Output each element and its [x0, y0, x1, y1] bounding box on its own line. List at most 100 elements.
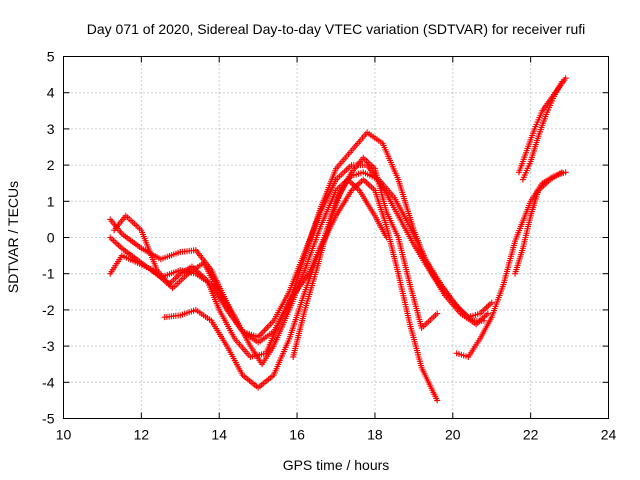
data-point-run	[467, 311, 481, 320]
data-point-run	[124, 214, 143, 232]
series-track-5	[107, 176, 390, 360]
data-point-run	[346, 178, 361, 192]
data-point-run	[120, 232, 143, 250]
data-point-run	[338, 171, 354, 196]
data-point-run	[190, 265, 209, 283]
data-point-run	[478, 316, 494, 340]
data-point-run	[112, 214, 128, 232]
data-point-run	[256, 373, 275, 390]
y-tick-labels: 5 4 3 2 1 0 -1 -2 -3 -4 -5	[42, 49, 55, 427]
data-point-run	[290, 309, 308, 358]
data-point-run	[540, 98, 552, 112]
x-tick-label: 18	[367, 427, 383, 443]
data-point-run	[302, 269, 319, 311]
data-point-run	[194, 308, 213, 323]
data-point-run	[263, 316, 284, 355]
data-point-run	[512, 200, 533, 242]
data-point-run	[139, 229, 160, 271]
data-point-run	[361, 156, 377, 171]
data-point-run	[302, 211, 323, 253]
data-point-run	[108, 254, 124, 275]
axis-ticks	[63, 56, 609, 419]
data-point-run	[537, 178, 552, 192]
data-point-run	[256, 319, 276, 339]
data-point-run	[302, 225, 323, 271]
data-point-run	[241, 373, 260, 390]
data-point-run	[205, 280, 222, 311]
data-point-run	[318, 178, 338, 214]
data-point-run	[287, 290, 308, 340]
data-point-run	[209, 319, 229, 348]
data-point-run	[217, 290, 237, 319]
data-point-run	[326, 193, 343, 228]
data-point-run	[439, 283, 459, 308]
data-point	[558, 78, 565, 85]
data-point-run	[350, 156, 365, 174]
data-point-run	[489, 283, 506, 318]
data-point-run	[357, 189, 377, 217]
data-point-run	[395, 178, 417, 232]
data-point-run	[249, 350, 267, 360]
data-point-run	[334, 189, 354, 217]
data-point-run	[314, 225, 331, 271]
y-tick-label: 3	[47, 121, 55, 137]
data-point-run	[217, 309, 237, 340]
data-point-run	[544, 95, 556, 116]
data-point-run	[225, 345, 245, 376]
data-point-run	[257, 330, 275, 345]
data-point-run	[420, 312, 439, 330]
data-point-run	[373, 214, 389, 239]
data-point-run	[279, 294, 296, 319]
data-point-run	[512, 247, 526, 275]
data-point	[434, 397, 441, 404]
data-point-run	[163, 312, 182, 320]
data-point-run	[179, 264, 193, 276]
series-track-7	[453, 169, 569, 360]
data-point-run	[108, 236, 124, 250]
data-point	[480, 317, 487, 324]
data-point-run	[366, 130, 384, 145]
data-point-run	[350, 170, 364, 179]
data-point-run	[528, 135, 541, 163]
data-point-run	[318, 189, 339, 228]
data-point-run	[380, 142, 401, 181]
data-point-run	[171, 272, 190, 290]
data-point-run	[395, 272, 413, 326]
data-point-run	[334, 149, 353, 170]
data-points	[107, 75, 569, 404]
x-tick-label: 12	[134, 427, 150, 443]
y-tick-label: 0	[47, 230, 55, 246]
series-track-3	[111, 169, 495, 368]
data-point-run	[501, 240, 518, 286]
data-point	[484, 310, 491, 317]
data-point-run	[201, 261, 222, 293]
data-point-run	[536, 113, 549, 137]
data-point-run	[271, 290, 292, 322]
data-point-run	[423, 258, 443, 286]
data-point-run	[419, 366, 440, 402]
data-point-run	[412, 243, 432, 272]
y-tick-label: 2	[47, 157, 55, 173]
data-point-run	[384, 211, 401, 239]
data-point	[562, 75, 569, 82]
data-point-run	[334, 163, 353, 181]
x-axis-label: GPS time / hours	[283, 457, 390, 473]
x-tick-labels: 10 12 14 16 18 20 22 24	[56, 427, 617, 443]
data-point-run	[528, 189, 541, 217]
data-point-run	[151, 268, 170, 286]
series-track-10	[519, 78, 565, 183]
data-point-run	[520, 160, 533, 181]
data-point-run	[524, 128, 537, 152]
x-tick-label: 22	[523, 427, 539, 443]
data-point	[383, 234, 390, 241]
y-tick-label: 4	[47, 85, 55, 101]
y-tick-label: -4	[42, 374, 55, 390]
data-point-run	[532, 110, 545, 130]
data-point-run	[271, 309, 292, 347]
x-tick-label: 20	[445, 427, 461, 443]
data-point-run	[392, 196, 412, 228]
data-point-run	[372, 189, 389, 228]
data-point-run	[121, 253, 139, 265]
data-point-run	[260, 345, 276, 366]
